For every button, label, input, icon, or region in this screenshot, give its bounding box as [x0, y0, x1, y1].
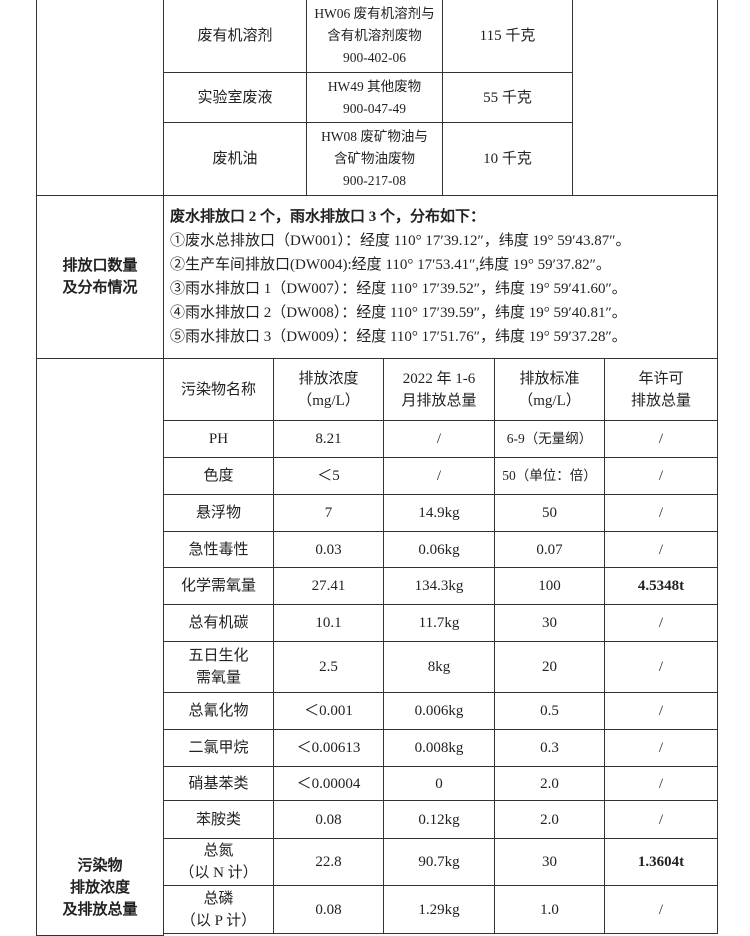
- pollutant-name-cell: 总有机碳: [163, 604, 274, 642]
- pollutant-value-cell: 100: [494, 567, 605, 605]
- waste-blank-cell: [572, 0, 718, 196]
- pollutant-value-cell: 4.5348t: [604, 567, 718, 605]
- outlets-list: 废水排放口 2 个，雨水排放口 3 个，分布如下： ①废水总排放口（DW001）：…: [163, 195, 718, 359]
- pollutant-value-cell: 8.21: [273, 420, 384, 458]
- pollutant-name-cell: 总氰化物: [163, 692, 274, 730]
- pollutant-value-cell: /: [383, 457, 495, 495]
- column-header: 年许可 排放总量: [604, 358, 718, 421]
- pollutant-name-cell: 色度: [163, 457, 274, 495]
- pollutant-value-cell: ＜5: [273, 457, 384, 495]
- waste-amount-cell: 115 千克: [442, 0, 573, 73]
- pollutant-value-cell: 22.8: [273, 838, 384, 886]
- pollutant-value-cell: 1.29kg: [383, 885, 495, 934]
- pollutant-value-cell: ＜0.00004: [273, 766, 384, 801]
- pollutant-name-cell: 总氮 （以 N 计）: [163, 838, 274, 886]
- pollutant-value-cell: 2.0: [494, 766, 605, 801]
- pollutant-value-cell: 90.7kg: [383, 838, 495, 886]
- column-header: 污染物名称: [163, 358, 274, 421]
- pollutant-value-cell: 7: [273, 494, 384, 532]
- pollutant-value-cell: 11.7kg: [383, 604, 495, 642]
- pollutant-value-cell: 50（单位：倍）: [494, 457, 605, 495]
- pollutant-value-cell: 0.006kg: [383, 692, 495, 730]
- pollutant-value-cell: 134.3kg: [383, 567, 495, 605]
- pollutant-value-cell: /: [383, 420, 495, 458]
- pollutant-name-cell: 急性毒性: [163, 531, 274, 568]
- pollutant-value-cell: /: [604, 692, 718, 730]
- pollutant-name-cell: 悬浮物: [163, 494, 274, 532]
- pollutant-value-cell: ＜0.00613: [273, 729, 384, 767]
- pollutant-value-cell: /: [604, 604, 718, 642]
- pollutant-value-cell: /: [604, 641, 718, 693]
- column-header: 2022 年 1-6 月排放总量: [383, 358, 495, 421]
- pollutant-value-cell: 27.41: [273, 567, 384, 605]
- pollutant-value-cell: 8kg: [383, 641, 495, 693]
- waste-code-cell: HW06 废有机溶剂与 含有机溶剂废物 900-402-06: [306, 0, 443, 73]
- section-label-cell: [36, 0, 164, 196]
- pollutant-value-cell: 20: [494, 641, 605, 693]
- waste-amount-cell: 10 千克: [442, 122, 573, 196]
- column-header: 排放浓度 （mg/L）: [273, 358, 384, 421]
- pollutant-value-cell: 0.08: [273, 800, 384, 839]
- pollutant-name-cell: 总磷 （以 P 计）: [163, 885, 274, 934]
- outlets-summary: 废水排放口 2 个，雨水排放口 3 个，分布如下：: [170, 209, 486, 225]
- waste-amount-cell: 55 千克: [442, 72, 573, 123]
- pollutant-name-cell: 硝基苯类: [163, 766, 274, 801]
- pollutant-value-cell: 0.07: [494, 531, 605, 568]
- pollutant-value-cell: 30: [494, 604, 605, 642]
- pollutants-label: 污染物 排放浓度 及排放总量: [36, 358, 164, 936]
- outlet-item: ①废水总排放口（DW001）：经度 110° 17′39.12″，纬度 19° …: [170, 233, 631, 249]
- pollutant-value-cell: 6-9（无量纲）: [494, 420, 605, 458]
- pollutant-value-cell: 14.9kg: [383, 494, 495, 532]
- pollutant-value-cell: /: [604, 457, 718, 495]
- waste-code-cell: HW49 其他废物 900-047-49: [306, 72, 443, 123]
- pollutant-name-cell: 二氯甲烷: [163, 729, 274, 767]
- outlet-item: ⑤雨水排放口 3（DW009）：经度 110° 17′51.76″，纬度 19°…: [170, 329, 627, 345]
- waste-name-cell: 实验室废液: [163, 72, 307, 123]
- pollutant-value-cell: /: [604, 766, 718, 801]
- pollutant-value-cell: 0.03: [273, 531, 384, 568]
- outlets-label: 排放口数量 及分布情况: [36, 195, 164, 359]
- pollutant-value-cell: /: [604, 729, 718, 767]
- pollutant-value-cell: 1.3604t: [604, 838, 718, 886]
- waste-code-cell: HW08 废矿物油与 含矿物油废物 900-217-08: [306, 122, 443, 196]
- pollutant-value-cell: 30: [494, 838, 605, 886]
- outlet-item: ②生产车间排放口(DW004):经度 110° 17′53.41″,纬度 19°…: [170, 257, 611, 273]
- pollutant-value-cell: 2.5: [273, 641, 384, 693]
- pollutant-value-cell: 0.08: [273, 885, 384, 934]
- pollutant-value-cell: 0.06kg: [383, 531, 495, 568]
- pollutant-value-cell: /: [604, 531, 718, 568]
- outlet-item: ③雨水排放口 1（DW007）：经度 110° 17′39.52″，纬度 19°…: [170, 281, 627, 297]
- pollutant-value-cell: 0.008kg: [383, 729, 495, 767]
- pollutant-name-cell: 苯胺类: [163, 800, 274, 839]
- pollutant-value-cell: /: [604, 420, 718, 458]
- pollutant-value-cell: 0.5: [494, 692, 605, 730]
- pollutant-value-cell: /: [604, 494, 718, 532]
- outlet-item: ④雨水排放口 2（DW008）：经度 110° 17′39.59″，纬度 19°…: [170, 305, 627, 321]
- pollutant-name-cell: 五日生化 需氧量: [163, 641, 274, 693]
- waste-name-cell: 废有机溶剂: [163, 0, 307, 73]
- pollutant-value-cell: /: [604, 885, 718, 934]
- column-header: 排放标准 （mg/L）: [494, 358, 605, 421]
- pollutant-value-cell: 0: [383, 766, 495, 801]
- pollutant-value-cell: 0.12kg: [383, 800, 495, 839]
- pollutant-value-cell: 0.3: [494, 729, 605, 767]
- pollutant-value-cell: /: [604, 800, 718, 839]
- pollutant-value-cell: 50: [494, 494, 605, 532]
- pollutant-value-cell: 10.1: [273, 604, 384, 642]
- pollutant-value-cell: ＜0.001: [273, 692, 384, 730]
- waste-name-cell: 废机油: [163, 122, 307, 196]
- pollutant-value-cell: 1.0: [494, 885, 605, 934]
- pollutant-value-cell: 2.0: [494, 800, 605, 839]
- pollutant-name-cell: 化学需氧量: [163, 567, 274, 605]
- pollutant-name-cell: PH: [163, 420, 274, 458]
